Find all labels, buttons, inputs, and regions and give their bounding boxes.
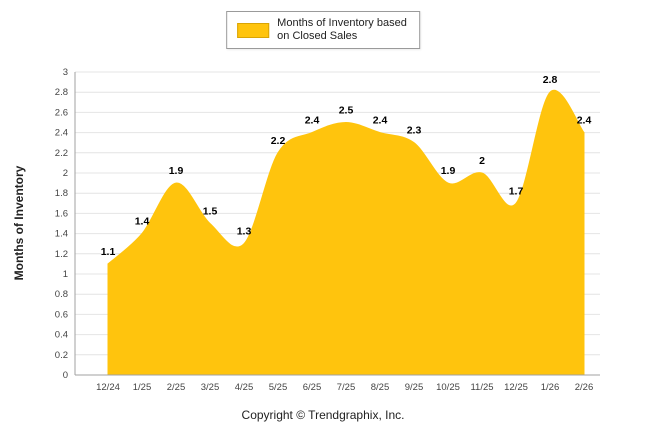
- x-tick-label: 3/25: [201, 382, 220, 393]
- y-tick-label: 0.6: [55, 309, 68, 320]
- inventory-area-series: [107, 89, 585, 376]
- data-point-label: 1.5: [203, 206, 218, 218]
- x-tick-label: 8/25: [371, 382, 390, 393]
- y-tick-label: 1.4: [55, 229, 68, 240]
- y-tick-label: 0.2: [55, 350, 68, 361]
- x-tick-label: 1/26: [541, 382, 560, 393]
- data-point-label: 1.4: [135, 216, 150, 228]
- x-tick-label: 7/25: [337, 382, 356, 393]
- x-tick-label: 9/25: [405, 382, 424, 393]
- y-tick-label: 0.4: [55, 330, 68, 341]
- data-point-label: 2.4: [305, 115, 320, 127]
- x-tick-label: 12/24: [96, 382, 120, 393]
- data-point-label: 2.5: [339, 105, 354, 117]
- x-tick-label: 11/25: [470, 382, 493, 393]
- x-tick-label: 1/25: [133, 382, 152, 393]
- x-tick-label: 2/26: [575, 382, 594, 393]
- y-tick-label: 2: [63, 168, 68, 179]
- x-tick-label: 12/25: [504, 382, 528, 393]
- data-point-label: 2.4: [373, 115, 388, 127]
- y-tick-label: 1.8: [55, 188, 68, 199]
- y-tick-label: 2.6: [55, 107, 68, 118]
- copyright-text: Copyright © Trendgraphix, Inc.: [241, 408, 405, 422]
- legend: Months of Inventory based on Closed Sale…: [226, 11, 420, 49]
- legend-label-line2: on Closed Sales: [277, 30, 358, 42]
- y-tick-label: 1.2: [55, 249, 68, 260]
- x-tick-label: 5/25: [269, 382, 288, 393]
- data-point-label: 1.9: [169, 165, 184, 177]
- x-tick-label: 6/25: [303, 382, 322, 393]
- y-tick-label: 3: [63, 67, 68, 78]
- data-point-label: 2: [479, 155, 485, 167]
- legend-swatch-icon: [237, 22, 270, 38]
- y-tick-label: 2.4: [55, 128, 68, 139]
- y-tick-label: 0: [63, 370, 68, 381]
- y-tick-label: 1.6: [55, 208, 68, 219]
- data-point-label: 1.3: [237, 226, 252, 238]
- data-point-label: 2.8: [543, 74, 558, 86]
- x-tick-label: 10/25: [436, 382, 460, 393]
- data-point-label: 1.1: [101, 246, 116, 258]
- data-point-label: 2.3: [407, 125, 422, 137]
- x-tick-label: 2/25: [167, 382, 186, 393]
- y-tick-label: 0.8: [55, 289, 68, 300]
- y-tick-label: 2.2: [55, 148, 68, 159]
- legend-label: Months of Inventory based on Closed Sale…: [277, 17, 407, 43]
- y-tick-label: 1: [63, 269, 68, 280]
- data-point-label: 1.9: [441, 165, 456, 177]
- x-tick-label: 4/25: [235, 382, 254, 393]
- legend-label-line1: Months of Inventory based: [277, 17, 407, 29]
- data-point-label: 2.2: [271, 135, 286, 147]
- data-point-label: 2.4: [577, 115, 592, 127]
- data-point-label: 1.7: [509, 185, 524, 197]
- y-tick-label: 2.8: [55, 87, 68, 98]
